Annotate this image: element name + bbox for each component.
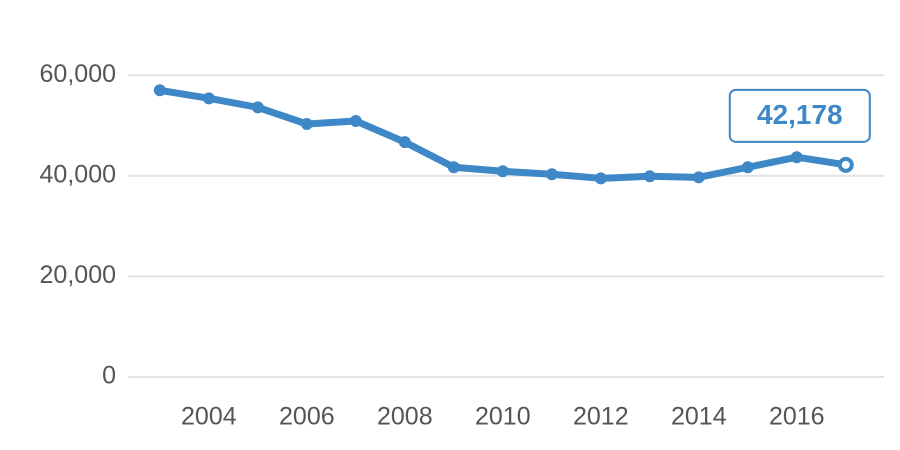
x-tick-label: 2008 <box>377 403 433 431</box>
x-tick-label: 2014 <box>671 403 727 431</box>
y-tick-label: 40,000 <box>40 160 116 188</box>
point <box>153 84 166 97</box>
point <box>349 114 362 127</box>
value-label-box <box>728 88 871 143</box>
point <box>790 151 803 164</box>
y-tick-label: 60,000 <box>40 60 116 88</box>
point <box>300 117 313 130</box>
point <box>398 136 411 149</box>
x-tick-label: 2004 <box>181 403 237 431</box>
point <box>496 165 509 178</box>
x-tick-label: 2016 <box>769 403 825 431</box>
point <box>594 172 607 185</box>
point <box>202 92 215 105</box>
point <box>692 171 705 184</box>
x-tick-label: 2012 <box>573 403 629 431</box>
point <box>837 156 854 173</box>
x-tick-label: 2010 <box>475 403 531 431</box>
point <box>447 161 460 174</box>
x-tick-label: 2006 <box>279 403 335 431</box>
y-tick-label: 20,000 <box>40 261 116 289</box>
point <box>643 170 656 183</box>
point <box>251 101 264 114</box>
point <box>741 161 754 174</box>
point <box>545 168 558 181</box>
y-tick-label: 0 <box>102 362 116 390</box>
value-label: 42,178 <box>757 99 843 130</box>
